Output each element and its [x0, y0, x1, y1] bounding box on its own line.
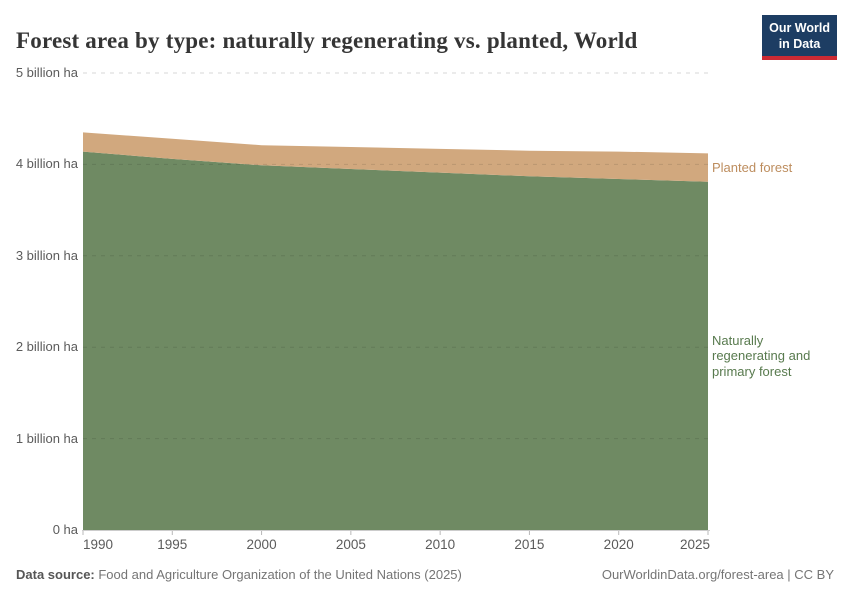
owid-logo[interactable]: Our World in Data: [762, 15, 837, 60]
attribution-link[interactable]: OurWorldinData.org/forest-area | CC BY: [601, 567, 834, 582]
data-source-label: Data source:: [16, 567, 95, 582]
data-source-text: Food and Agriculture Organization of the…: [94, 567, 462, 582]
area-planted-forest[interactable]: [83, 132, 708, 182]
x-axis-label: 1990: [83, 537, 114, 552]
chart-title: Forest area by type: naturally regenerat…: [16, 28, 638, 54]
y-axis-label: 5 billion ha: [15, 65, 78, 80]
x-axis-label: 2020: [603, 537, 634, 552]
legend-label-naturally-regenerating[interactable]: Naturally regenerating and primary fores…: [712, 332, 811, 380]
x-axis-label: 2015: [514, 537, 545, 552]
x-axis-label: 2010: [425, 537, 456, 552]
y-axis-label: 0 ha: [52, 522, 78, 537]
owid-logo-line2: in Data: [778, 37, 821, 51]
area-naturally-regenerating-forest[interactable]: [83, 151, 708, 530]
y-axis-label: 4 billion ha: [15, 156, 78, 172]
y-axis-label: 2 billion ha: [15, 339, 78, 355]
x-axis-label: 1995: [157, 537, 188, 552]
y-axis-label: 3 billion ha: [15, 247, 78, 263]
x-axis-label: 2025: [679, 537, 710, 552]
owid-logo-line1: Our World: [769, 21, 830, 35]
x-axis-label: 2005: [335, 537, 366, 552]
legend-label-planted-forest[interactable]: Planted forest: [712, 159, 793, 175]
data-source-note: Data source: Food and Agriculture Organi…: [16, 567, 462, 582]
y-axis-label: 1 billion ha: [15, 430, 78, 446]
x-axis-label: 2000: [246, 537, 277, 552]
